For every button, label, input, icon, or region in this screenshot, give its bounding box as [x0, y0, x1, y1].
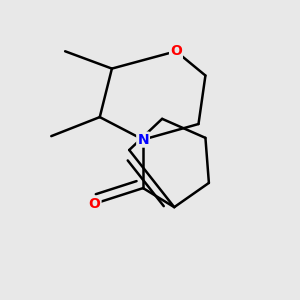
Text: O: O: [88, 197, 101, 211]
Text: O: O: [170, 44, 182, 58]
Text: N: N: [137, 133, 149, 147]
